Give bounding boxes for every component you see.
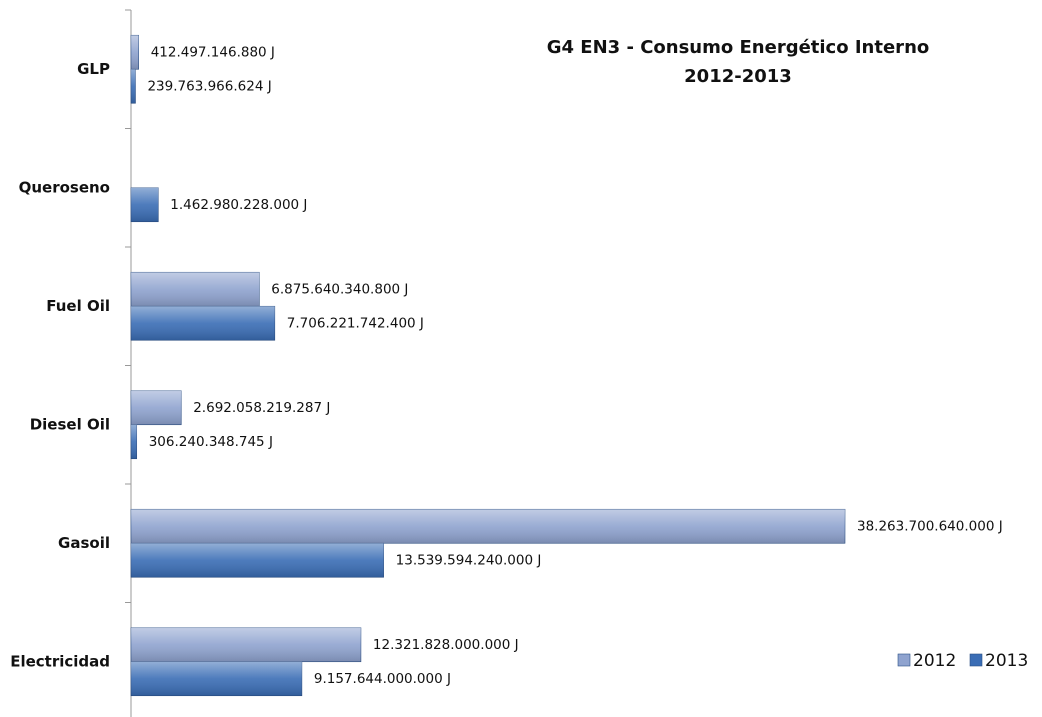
- value-label: 7.706.221.742.400 J: [287, 315, 424, 331]
- value-label: 9.157.644.000.000 J: [314, 671, 451, 687]
- bar-shine: [131, 390, 182, 425]
- value-label: 38.263.700.640.000 J: [857, 518, 1003, 534]
- category-label: Queroseno: [19, 178, 110, 196]
- value-label: 13.539.594.240.000 J: [396, 552, 542, 568]
- value-label: 12.321.828.000.000 J: [373, 637, 519, 653]
- bar-shine: [131, 69, 136, 104]
- category-label: Diesel Oil: [30, 415, 110, 433]
- bar-shine: [131, 272, 260, 307]
- value-label: 2.692.058.219.287 J: [193, 400, 330, 416]
- bar-shine: [131, 661, 302, 696]
- legend-label: 2012: [913, 651, 956, 671]
- value-label: 1.462.980.228.000 J: [170, 197, 307, 213]
- category-label: Electricidad: [10, 652, 110, 670]
- chart-title: G4 EN3 - Consumo Energético Interno: [547, 37, 930, 58]
- value-label: 412.497.146.880 J: [151, 44, 275, 60]
- category-label: Fuel Oil: [46, 297, 110, 315]
- bar-shine: [131, 306, 275, 341]
- bar-shine: [131, 509, 845, 544]
- category-label: Gasoil: [58, 534, 110, 552]
- bar-shine: [131, 187, 159, 222]
- bar-shine: [131, 424, 137, 459]
- value-label: 6.875.640.340.800 J: [271, 281, 408, 297]
- category-label: GLP: [77, 60, 110, 78]
- bar-shine: [131, 543, 384, 578]
- bar-shine: [131, 627, 361, 662]
- value-label: 239.763.966.624 J: [147, 78, 271, 94]
- value-label: 306.240.348.745 J: [149, 434, 273, 450]
- chart-title: 2012-2013: [684, 66, 792, 87]
- legend-label: 2013: [985, 651, 1028, 671]
- legend-swatch: [897, 653, 911, 667]
- bar-shine: [131, 35, 139, 70]
- legend-swatch: [969, 653, 983, 667]
